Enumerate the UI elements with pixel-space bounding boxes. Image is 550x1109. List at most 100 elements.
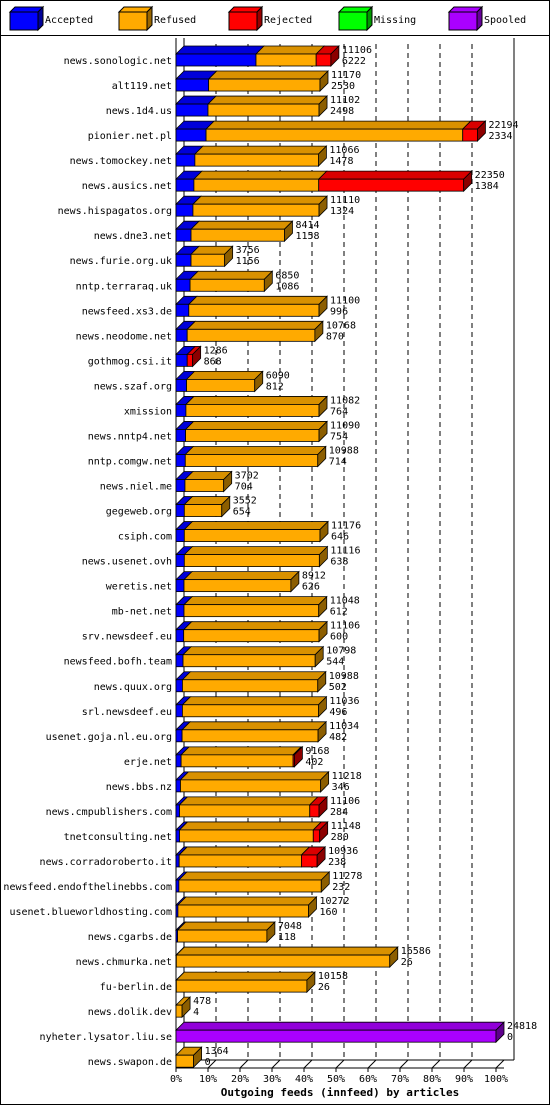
row-label: news.1d4.us: [106, 106, 172, 117]
value-label-accepted: 232: [332, 882, 350, 893]
value-label-total: 10272: [319, 896, 349, 907]
value-label-accepted: 6222: [342, 56, 366, 67]
bar-top-refused: [184, 622, 327, 630]
bar-top-refused: [182, 672, 325, 680]
bar-segment-accepted: [176, 404, 186, 416]
row-label: news.tomockey.net: [70, 156, 172, 167]
bar-segment-rejected: [463, 129, 478, 141]
bar-segment-accepted: [176, 354, 187, 366]
bar-segment-rejected: [301, 855, 317, 867]
bar-segment-refused: [191, 229, 284, 241]
row-label: nntp.terraraq.uk: [76, 281, 172, 292]
value-label-total: 10798: [326, 646, 356, 657]
value-label-total: 11090: [330, 420, 360, 431]
value-label-total: 22350: [475, 170, 505, 181]
value-label-accepted: 1158: [295, 231, 319, 242]
x-tick-label: 30%: [263, 1074, 281, 1085]
bar-segment-refused: [186, 404, 319, 416]
value-label-accepted: 0: [205, 1057, 211, 1068]
bar-segment-refused: [176, 955, 389, 967]
value-label-accepted: 1156: [236, 256, 260, 267]
bar-segment-refused: [195, 154, 319, 166]
value-label-accepted: 996: [330, 306, 348, 317]
bar-segment-accepted: [176, 104, 208, 116]
bar-top-refused: [180, 797, 318, 805]
value-label-total: 11034: [329, 721, 359, 732]
value-label-total: 11106: [342, 45, 372, 56]
bar-top-refused: [184, 572, 299, 580]
row-label: alt119.net: [112, 81, 172, 92]
value-label-total: 10158: [318, 971, 348, 982]
bar-top-refused: [179, 847, 309, 855]
value-label-total: 3702: [235, 471, 259, 482]
row-label: news.quux.org: [94, 682, 172, 693]
row-label: news.hispagatos.org: [58, 206, 172, 217]
bar-segment-accepted: [176, 154, 195, 166]
row-label: news.cmpublishers.com: [46, 807, 172, 818]
bar-segment-accepted: [176, 705, 182, 717]
row-label: news.bbs.nz: [106, 782, 172, 793]
bar-segment-accepted: [176, 755, 181, 767]
bar-segment-refused: [182, 705, 318, 717]
bar-top-refused: [189, 296, 327, 304]
row-label: gothmog.csi.it: [88, 356, 172, 367]
value-label-total: 11106: [330, 796, 360, 807]
row-label: xmission: [124, 406, 172, 417]
legend-label: Spooled: [484, 15, 526, 26]
row-label: news.swapon.de: [88, 1057, 172, 1068]
value-label-accepted: 26: [318, 982, 330, 993]
value-label-accepted: 2530: [331, 81, 355, 92]
bar-segment-refused: [184, 630, 319, 642]
x-tick-label: 90%: [455, 1074, 473, 1085]
value-label-accepted: 2498: [330, 106, 354, 117]
value-label-accepted: 502: [329, 682, 347, 693]
bar-segment-refused: [191, 254, 225, 266]
bar-top-refused: [176, 972, 315, 980]
x-tick-label: 100%: [484, 1074, 508, 1085]
value-label-accepted: 646: [331, 532, 349, 543]
x-tick-label: 70%: [391, 1074, 409, 1085]
legend-swatch: [229, 12, 257, 30]
row-label: mb-net.net: [112, 607, 172, 618]
value-label-accepted: 160: [319, 907, 337, 918]
row-label: newsfeed.endofthelinebbs.com: [3, 882, 172, 893]
legend-label: Refused: [154, 15, 196, 26]
bar-segment-refused: [184, 555, 319, 567]
x-tick-label: 0%: [170, 1074, 182, 1085]
value-label-accepted: 238: [328, 857, 346, 868]
value-label-accepted: 346: [332, 782, 350, 793]
bar-segment-refused: [180, 805, 310, 817]
bar-segment-refused: [176, 1005, 182, 1017]
tick-mark: [496, 1060, 504, 1068]
bar-top-refused: [180, 772, 328, 780]
value-label-total: 11100: [330, 295, 360, 306]
value-label-total: 8912: [302, 571, 326, 582]
row-label: usenet.blueworldhosting.com: [9, 907, 172, 918]
bar-top-refused: [206, 121, 471, 129]
value-label-accepted: 2334: [488, 131, 512, 142]
tick-mark: [368, 1060, 376, 1068]
bar-top-refused: [190, 271, 272, 279]
row-label: news.corradoroberto.it: [40, 857, 172, 868]
bar-top-refused: [208, 96, 327, 104]
row-label: erje.net: [124, 757, 172, 768]
bar-segment-refused: [208, 104, 319, 116]
value-label-accepted: 4: [193, 1007, 199, 1018]
tick-mark: [240, 1060, 248, 1068]
value-label-accepted: 704: [235, 482, 253, 493]
value-label-accepted: 638: [330, 557, 348, 568]
value-label-total: 9168: [305, 746, 329, 757]
value-label-total: 10768: [326, 320, 356, 331]
value-label-accepted: 1384: [475, 181, 499, 192]
bar-segment-refused: [189, 304, 319, 316]
value-label-accepted: 868: [204, 356, 222, 367]
row-label: news.dne3.net: [94, 231, 172, 242]
bar-segment-accepted: [176, 454, 185, 466]
bar-segment-accepted: [176, 730, 182, 742]
bar-top-refused: [195, 146, 327, 154]
bar-top-refused: [193, 196, 327, 204]
tick-mark: [400, 1060, 408, 1068]
bar-top-refused: [184, 522, 328, 530]
